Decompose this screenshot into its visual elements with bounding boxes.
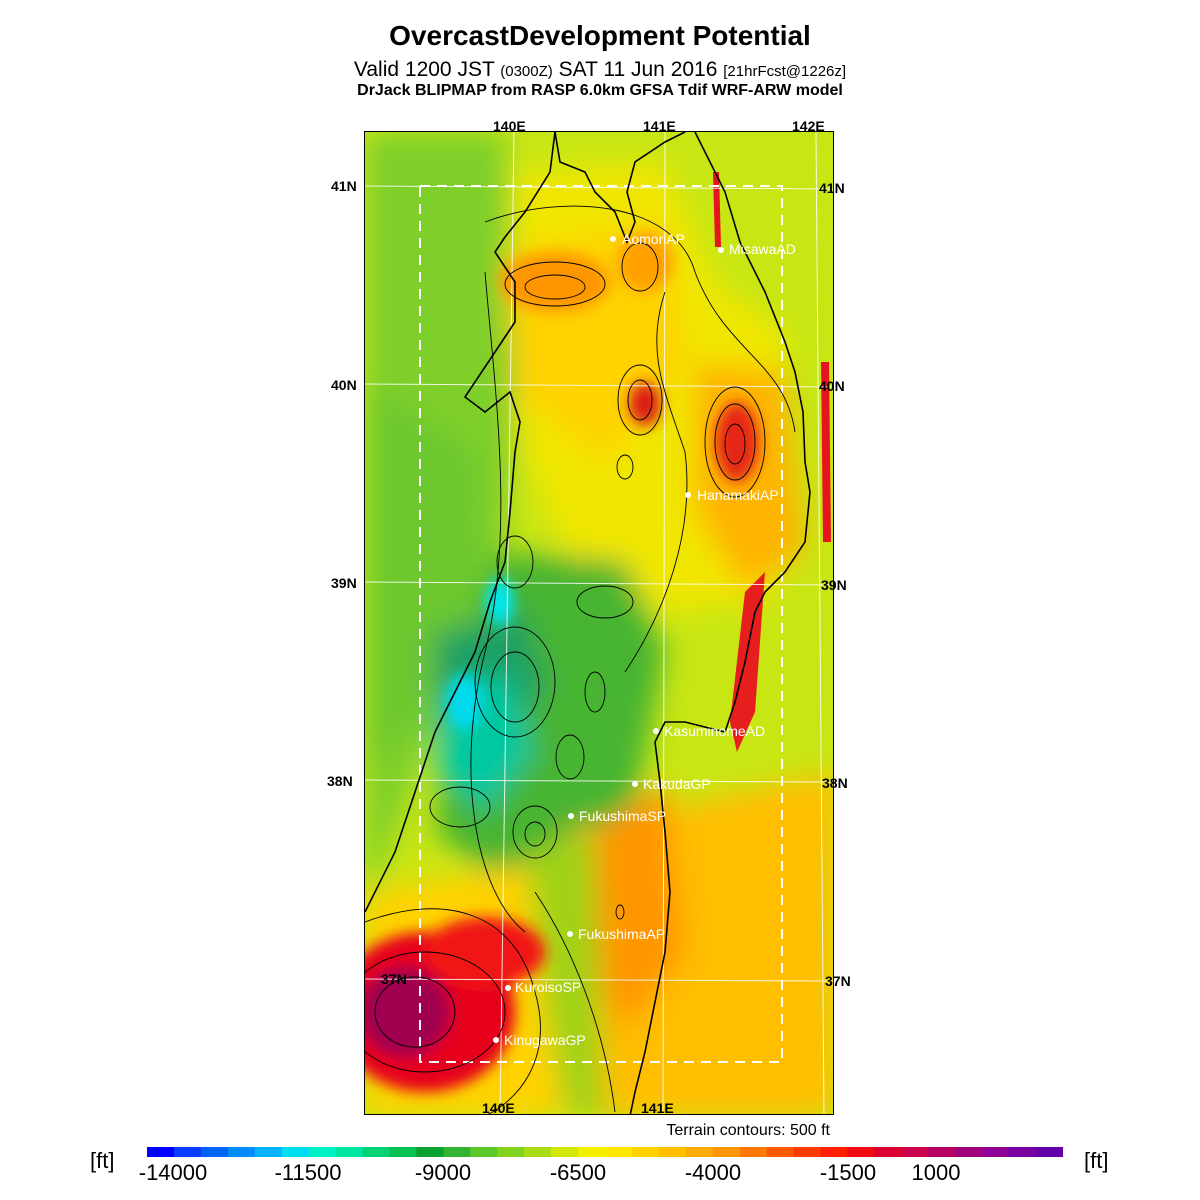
- station-dot-fukushimasp: [568, 813, 574, 819]
- colorbar-swatch: [901, 1147, 929, 1157]
- model-line: DrJack BLIPMAP from RASP 6.0km GFSA Tdif…: [357, 82, 843, 99]
- station-dot-fukushimaap: [567, 931, 573, 937]
- colorbar-swatch: [335, 1147, 364, 1157]
- inner-domain-box: [419, 185, 783, 1063]
- colorbar-swatch: [739, 1147, 768, 1157]
- colorbar-swatch: [955, 1147, 983, 1157]
- colorbar-swatch: [470, 1147, 498, 1157]
- colorbar-tick-label: 1000: [911, 1160, 961, 1185]
- station-dot-aomoriap: [610, 236, 616, 242]
- lat-label-37n-right: 37N: [825, 973, 851, 989]
- lat-label-38n-left: 38N: [327, 773, 353, 789]
- lon-label-140e-bottom: 140E: [482, 1100, 515, 1116]
- terrain-contour-note: Terrain contours: 500 ft: [666, 1122, 830, 1139]
- forecast-hotspots: [365, 232, 759, 1092]
- colorbar-swatch: [982, 1147, 1010, 1157]
- colorbar-swatch: [524, 1147, 552, 1157]
- colorbar-unit-left: [ft]: [90, 1148, 115, 1173]
- colorbar-tick-label: -4000: [684, 1160, 742, 1185]
- colorbar-swatch: [820, 1147, 849, 1157]
- colorbar-swatch: [605, 1147, 633, 1157]
- valid-time: Valid 1200 JST (0300Z) SAT 11 Jun 2016 […: [0, 58, 1200, 82]
- station-label-misawaad: MisawaAD: [729, 241, 796, 257]
- colorbar-swatch: [416, 1147, 444, 1157]
- graticule: [365, 132, 833, 1114]
- coast-streak: [821, 362, 831, 542]
- colorbar-swatch: [147, 1147, 175, 1157]
- station-dot-misawaad: [718, 247, 724, 253]
- colorbar-swatch: [874, 1147, 902, 1157]
- lon-label-141e-top: 141E: [643, 118, 676, 134]
- lat-label-39n-right: 39N: [821, 577, 847, 593]
- lon-label-140e-top: 140E: [493, 118, 526, 134]
- colorbar-swatch: [712, 1147, 741, 1157]
- colorbar-tick-label: -1500: [819, 1160, 877, 1185]
- colorbar-tick-label: -6500: [549, 1160, 607, 1185]
- colorbar: [147, 1147, 1063, 1157]
- station-label-aomoriap: AomoriAP: [622, 231, 686, 247]
- colorbar-swatch: [685, 1147, 714, 1157]
- lat-label-40n-right: 40N: [819, 378, 845, 394]
- colorbar-unit-right: [ft]: [1084, 1148, 1109, 1173]
- colorbar-swatch: [308, 1147, 337, 1157]
- colorbar-swatch: [1009, 1147, 1037, 1157]
- colorbar-swatch: [389, 1147, 418, 1157]
- station-label-fukushimasp: FukushimaSP: [579, 808, 667, 824]
- lat-label-40n-left: 40N: [331, 377, 357, 393]
- colorbar-swatch: [362, 1147, 391, 1157]
- colorbar-swatch: [1036, 1147, 1063, 1157]
- station-label-fukushimaap: FukushimaAP: [578, 926, 666, 942]
- coastline: [365, 132, 811, 1114]
- colorbar-swatch: [631, 1147, 660, 1157]
- map-title: OvercastDevelopment Potential: [389, 20, 811, 51]
- station-label-kuroisosp: KuroisoSP: [515, 979, 582, 995]
- colorbar-swatch: [443, 1147, 471, 1157]
- colorbar-swatch: [578, 1147, 606, 1157]
- lat-label-41n-left: 41N: [331, 178, 357, 194]
- valid-prefix: Valid 1200 JST: [353, 58, 495, 81]
- station-dot-kinugawagp: [493, 1037, 499, 1043]
- colorbar-swatch: [766, 1147, 795, 1157]
- colorbar-tick-label: -9000: [414, 1160, 472, 1185]
- colorbar-swatch: [847, 1147, 876, 1157]
- station-dot-hanamakiap: [685, 492, 691, 498]
- colorbar-tick-label: -14000: [138, 1160, 208, 1185]
- colorbar-swatch: [281, 1147, 310, 1157]
- station-label-hanamakiap: HanamakiAP: [697, 487, 779, 503]
- station-dot-kasuminomead: [653, 728, 659, 734]
- colorbar-swatch: [793, 1147, 822, 1157]
- colorbar-tick-label: -11500: [274, 1160, 342, 1185]
- forecast-map-canvas: [365, 132, 833, 1114]
- lon-label-141e-bottom: 141E: [641, 1100, 674, 1116]
- valid-utc: (0300Z): [500, 63, 553, 80]
- valid-date: SAT 11 Jun 2016: [558, 58, 718, 81]
- lat-label-38n-right: 38N: [822, 775, 848, 791]
- colorbar-swatch: [227, 1147, 256, 1157]
- colorbar-swatch: [254, 1147, 283, 1157]
- forecast-tag: [21hrFcst@1226z]: [723, 63, 847, 80]
- terrain-contours: [365, 205, 796, 1114]
- station-label-kinugawagp: KinugawaGP: [504, 1032, 586, 1048]
- colorbar-swatch: [928, 1147, 956, 1157]
- station-markers: [493, 236, 724, 1043]
- lat-label-37n-inner: 37N: [381, 971, 407, 987]
- station-label-kasuminomead: KasuminomeAD: [664, 723, 766, 739]
- colorbar-swatch: [173, 1147, 202, 1157]
- station-dot-kakudagp: [632, 781, 638, 787]
- lon-label-142e-top: 142E: [792, 118, 825, 134]
- colorbar-swatch: [497, 1147, 525, 1157]
- colorbar-swatch: [200, 1147, 229, 1157]
- colorbar-swatch: [551, 1147, 579, 1157]
- station-dot-kuroisosp: [505, 985, 511, 991]
- coast-streak: [713, 172, 721, 247]
- lat-label-41n-right: 41N: [819, 180, 845, 196]
- station-label-kakudagp: KakudaGP: [643, 776, 711, 792]
- coast-streak: [730, 572, 765, 752]
- colorbar-swatch: [658, 1147, 687, 1157]
- lat-label-39n-left: 39N: [331, 575, 357, 591]
- forecast-map: [364, 131, 834, 1115]
